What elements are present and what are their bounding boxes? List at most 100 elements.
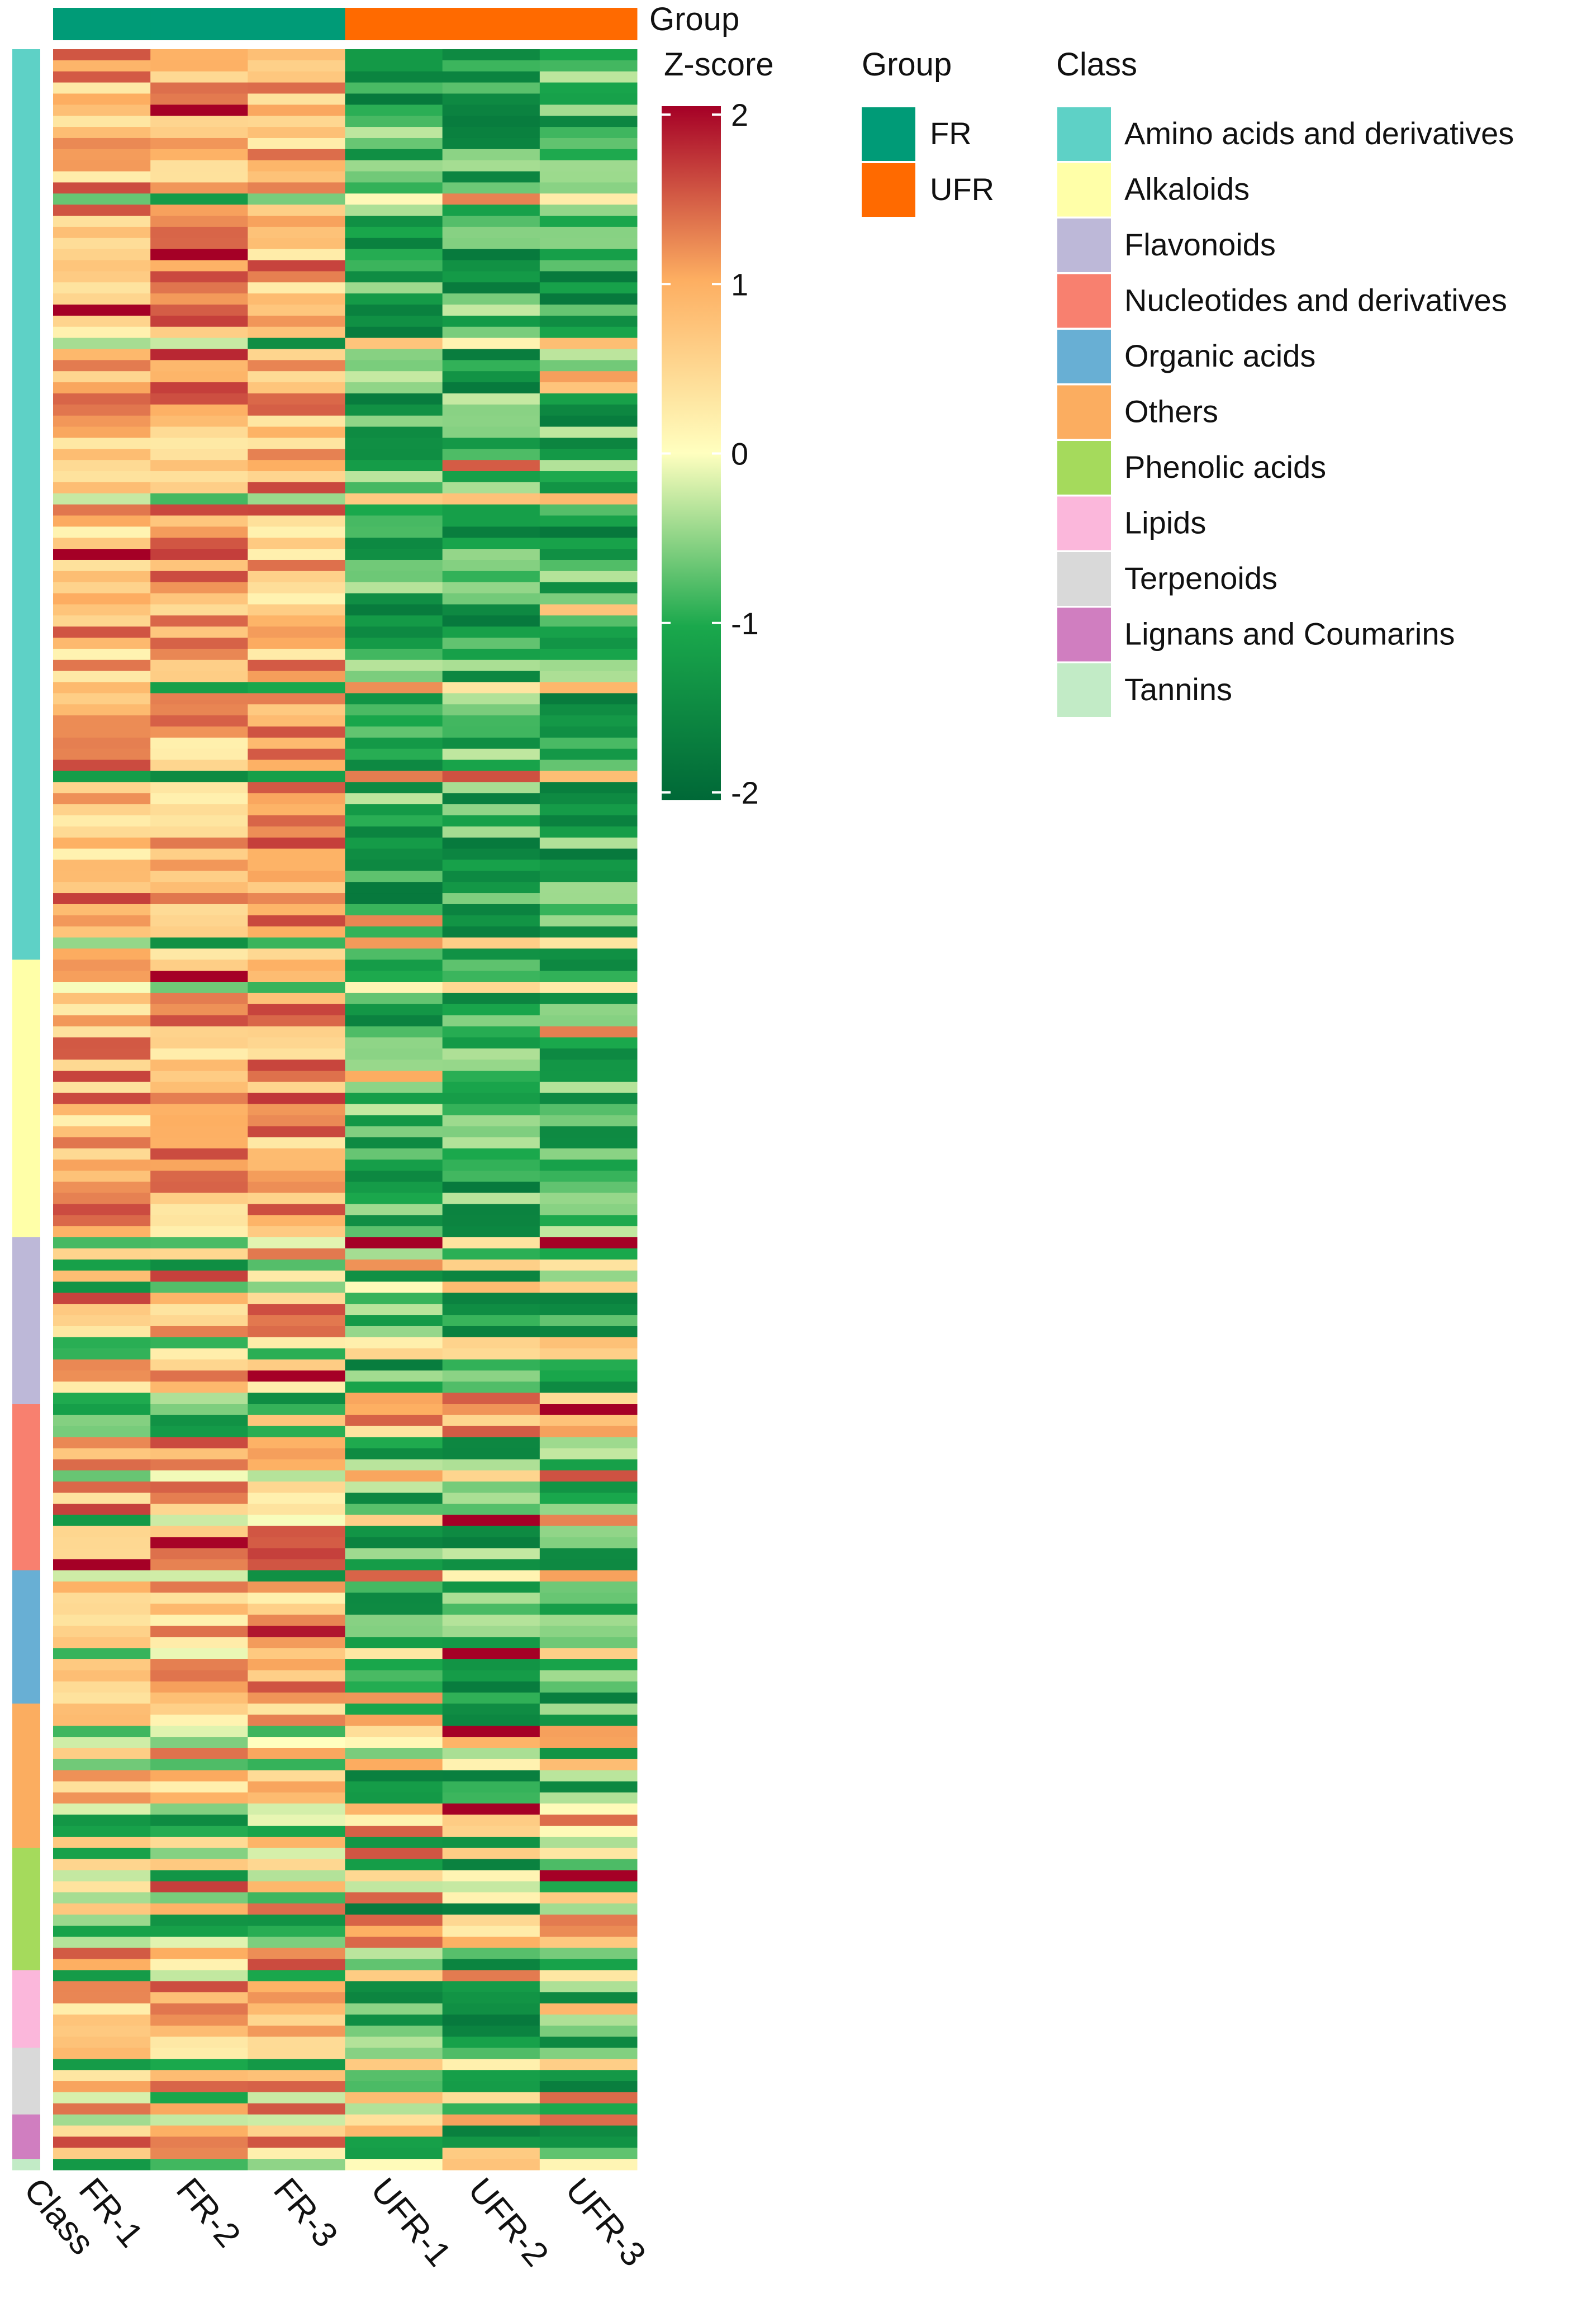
heatmap-cell	[150, 182, 248, 194]
heatmap-cell	[345, 482, 443, 494]
heatmap-cell	[248, 893, 345, 905]
heatmap-cell	[150, 1237, 248, 1249]
heatmap-cell	[539, 1936, 638, 1949]
heatmap-cell	[539, 1526, 638, 1537]
heatmap-cell	[248, 982, 345, 994]
heatmap-cell	[53, 859, 151, 871]
heatmap-cell	[539, 1715, 638, 1726]
heatmap-cell	[539, 1448, 638, 1460]
heatmap-cell	[539, 1670, 638, 1682]
heatmap-cell	[539, 915, 638, 927]
heatmap-cell	[150, 1726, 248, 1737]
heatmap-cell	[248, 748, 345, 761]
heatmap-cell	[53, 1004, 151, 1016]
zscore-tick-label: -1	[731, 606, 759, 641]
heatmap-cell	[248, 105, 345, 116]
heatmap-cell	[150, 1603, 248, 1616]
heatmap-cell	[53, 171, 151, 183]
heatmap-cell	[53, 260, 151, 272]
zscore-ticks: 2 1 0 -1 -2	[662, 97, 759, 810]
heatmap-cell	[539, 1981, 638, 1993]
heatmap-cell	[53, 793, 151, 805]
heatmap-cell	[345, 1215, 443, 1227]
heatmap-cell	[150, 1514, 248, 1527]
heatmap-cell	[150, 171, 248, 183]
heatmap-cell	[150, 1060, 248, 1071]
heatmap-cell	[53, 1081, 151, 1094]
heatmap-cell	[248, 260, 345, 272]
heatmap-cell	[53, 1581, 151, 1593]
heatmap-cell	[442, 1414, 540, 1427]
heatmap-cell	[150, 1559, 248, 1571]
heatmap-cell	[442, 1892, 540, 1904]
heatmap-cell	[53, 415, 151, 428]
heatmap-cell	[539, 449, 638, 460]
zscore-legend: Z-score 2 1 0 -1 -2	[662, 46, 774, 810]
heatmap-cell	[539, 659, 638, 672]
heatmap-cell	[150, 426, 248, 438]
zscore-tick-label: 1	[731, 267, 748, 302]
class-legend-label: Lipids	[1124, 505, 1206, 540]
column-labels: FR-1 FR-2 FR-3 UFR-1 UFR-2 UFR-3	[72, 2171, 653, 2274]
heatmap-cell	[539, 1548, 638, 1560]
heatmap-cell	[150, 1681, 248, 1693]
heatmap-cell	[345, 304, 443, 316]
heatmap-cell	[53, 782, 151, 794]
heatmap-cell	[539, 1048, 638, 1060]
heatmap-cell	[539, 804, 638, 816]
heatmap-cell	[150, 1626, 248, 1637]
heatmap-cell	[345, 1781, 443, 1793]
heatmap-cell	[53, 1870, 151, 1882]
heatmap-cell	[442, 1581, 540, 1593]
heatmap-cell	[442, 1815, 540, 1826]
heatmap-cell	[442, 593, 540, 605]
heatmap-cell	[53, 726, 151, 738]
heatmap-cell	[53, 715, 151, 727]
heatmap-cell	[345, 904, 443, 916]
heatmap-cell	[442, 1426, 540, 1438]
heatmap-cell	[150, 1592, 248, 1604]
heatmap-cell	[442, 2059, 540, 2070]
class-legend: Class Amino acids and derivatives Alkaloi…	[1056, 46, 1514, 717]
heatmap-cell	[345, 393, 443, 405]
heatmap-cell	[539, 249, 638, 261]
heatmap-cell	[442, 1115, 540, 1127]
heatmap-cell	[539, 193, 638, 205]
heatmap-cell	[442, 559, 540, 572]
heatmap-cell	[345, 1048, 443, 1060]
heatmap-cell	[442, 1970, 540, 1982]
heatmap-cell	[248, 1737, 345, 1749]
heatmap-cell	[150, 1348, 248, 1360]
heatmap-cell	[539, 1326, 638, 1338]
heatmap-cell	[53, 737, 151, 749]
heatmap-cell	[442, 960, 540, 971]
heatmap-cell	[150, 1326, 248, 1338]
heatmap-cell	[150, 1770, 248, 1782]
heatmap-cell	[248, 271, 345, 283]
heatmap-cell	[248, 1293, 345, 1304]
heatmap-cell	[248, 1448, 345, 1460]
heatmap-cell	[442, 815, 540, 827]
heatmap-cell	[248, 1437, 345, 1449]
class-legend-title: Class	[1056, 46, 1137, 83]
heatmap-cell	[345, 1915, 443, 1926]
group-legend-label: FR	[930, 116, 972, 151]
heatmap-cell	[539, 937, 638, 949]
heatmap-cell	[53, 1370, 151, 1382]
heatmap-cell	[345, 1293, 443, 1304]
heatmap-cell	[345, 49, 443, 61]
heatmap-cell	[248, 1892, 345, 1904]
heatmap-cell	[539, 1925, 638, 1937]
heatmap-cell	[150, 915, 248, 927]
heatmap-cell	[150, 404, 248, 416]
class-legend-swatch	[1057, 441, 1111, 495]
heatmap-cell	[53, 326, 151, 339]
heatmap-cell	[53, 1981, 151, 1993]
heatmap-cell	[442, 1470, 540, 1482]
heatmap-cell	[539, 1348, 638, 1360]
heatmap-cell	[539, 2103, 638, 2115]
heatmap-cells	[53, 49, 638, 2171]
heatmap-cell	[150, 1393, 248, 1404]
heatmap-cell	[150, 1248, 248, 1260]
